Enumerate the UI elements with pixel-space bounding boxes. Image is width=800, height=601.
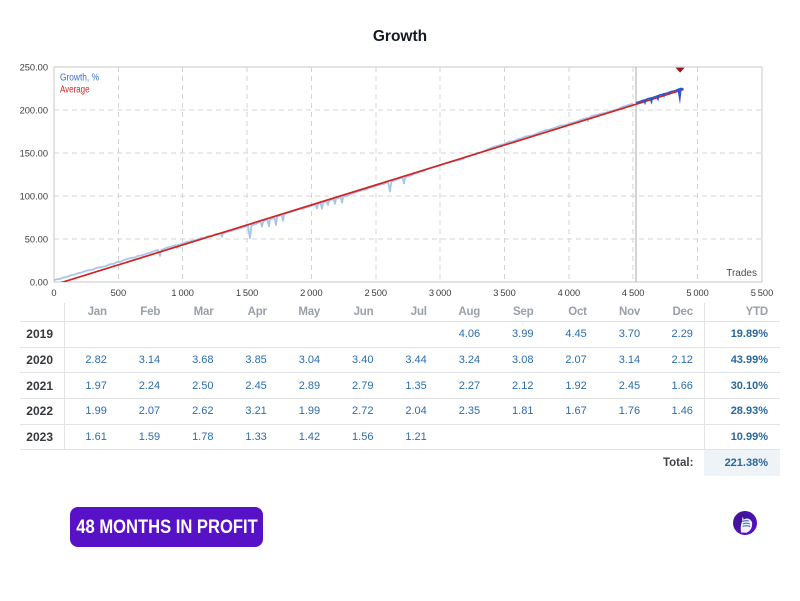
svg-text:1 500: 1 500 [236,288,259,298]
svg-text:Average: Average [60,84,90,96]
svg-text:500: 500 [111,288,127,298]
svg-text:50.00: 50.00 [25,234,48,244]
svg-text:150.00: 150.00 [20,148,48,158]
svg-text:4 500: 4 500 [622,288,645,298]
svg-text:200.00: 200.00 [20,105,48,115]
svg-text:5 500: 5 500 [751,288,774,298]
svg-text:2 500: 2 500 [365,288,388,298]
svg-text:0: 0 [51,288,56,298]
svg-text:5 000: 5 000 [686,288,709,298]
svg-text:2 000: 2 000 [300,288,323,298]
svg-text:250.00: 250.00 [20,62,48,72]
svg-text:3 000: 3 000 [429,288,452,298]
svg-text:Trades: Trades [726,268,757,279]
svg-text:4 000: 4 000 [558,288,581,298]
svg-text:100.00: 100.00 [20,191,48,201]
svg-text:Growth, %: Growth, % [60,72,99,84]
svg-text:3 500: 3 500 [493,288,516,298]
svg-text:1 000: 1 000 [171,288,194,298]
svg-text:0.00: 0.00 [30,277,48,287]
